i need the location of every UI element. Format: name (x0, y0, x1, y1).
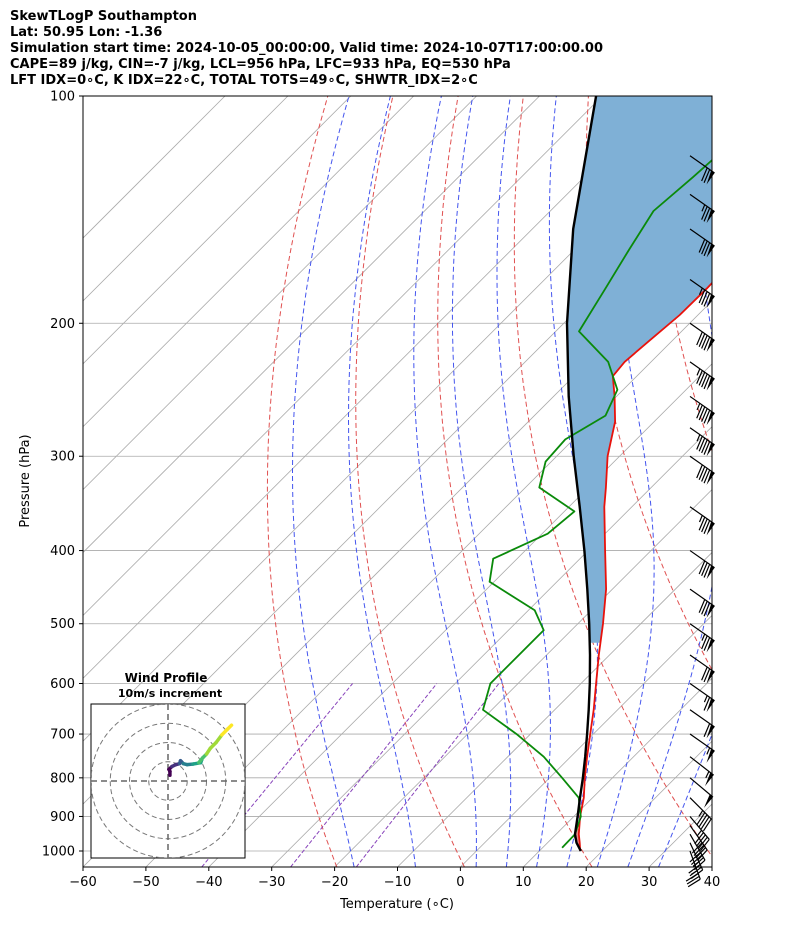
wind-barb (689, 777, 714, 808)
wind-barb (689, 654, 715, 684)
y-tick-label: 600 (50, 677, 75, 692)
moist-adiabat (658, 732, 712, 867)
hodograph-title: Wind Profile (125, 671, 208, 685)
dry-adiabat (437, 96, 593, 867)
dry-adiabat (784, 96, 794, 867)
isotherm-line (145, 300, 712, 867)
hodograph-subtitle: 10m/s increment (118, 687, 222, 700)
chart-title-line-2: Lat: 50.95 Lon: -1.36 (10, 25, 163, 40)
cape-cin-fills (567, 96, 712, 851)
isotherm-line (523, 677, 712, 867)
hodograph-segment (225, 723, 234, 731)
y-tick-label: 500 (50, 617, 75, 632)
x-axis-ticks: −60 −50 −40 −30 −20 −10 0 10 20 30 40 (69, 867, 720, 890)
y-tick-label: 700 (50, 728, 75, 743)
parcel-line (565, 96, 598, 852)
x-tick-label: 30 (641, 875, 658, 890)
y-tick-label: 300 (50, 450, 75, 465)
y-tick-label: 900 (50, 810, 75, 825)
cape-region (567, 96, 712, 643)
moist-adiabat (627, 96, 712, 867)
x-tick-label: −10 (384, 875, 411, 890)
moist-adiabat (496, 96, 551, 867)
wind-barb (689, 756, 715, 787)
wind-barb (689, 455, 715, 485)
chart-title-line-4: CAPE=89 j/kg, CIN=-7 j/kg, LCL=956 hPa, … (10, 57, 511, 72)
wind-barb (689, 193, 715, 224)
x-tick-label: −20 (321, 875, 348, 890)
y-tick-label: 1000 (42, 845, 75, 860)
dewpoint-line (482, 158, 712, 849)
moist-adiabat (596, 96, 655, 867)
moist-adiabat (413, 96, 477, 867)
chart-title-line-1: SkewTLogP Southampton (10, 9, 197, 24)
wind-barb (689, 322, 715, 352)
wind-barb (689, 816, 710, 852)
y-tick-label: 200 (50, 317, 75, 332)
isotherm-line (83, 96, 477, 491)
mixing-ratio-line (290, 683, 438, 867)
moist-adiabat (348, 96, 416, 867)
x-axis-label: Temperature (∘C) (339, 897, 454, 912)
hodograph-ring (148, 761, 188, 801)
wind-barb (689, 279, 715, 309)
wind-barb (689, 506, 715, 536)
x-tick-label: −30 (258, 875, 285, 890)
x-tick-label: 10 (515, 875, 532, 890)
wind-barb (689, 395, 715, 426)
x-tick-label: 40 (704, 875, 721, 890)
wind-barb (689, 797, 712, 832)
x-tick-label: −40 (195, 875, 222, 890)
y-tick-label: 400 (50, 544, 75, 559)
wind-barb (689, 588, 715, 618)
isotherm-line (83, 96, 540, 554)
isotherm-line (83, 96, 289, 302)
isotherm-line (397, 551, 712, 867)
isotherm-line (83, 96, 666, 679)
x-tick-label: −60 (69, 875, 96, 890)
y-axis-ticks: 1000 900 800 700 600 500 400 300 200 100 (42, 90, 83, 860)
wind-barb (689, 709, 715, 739)
hodograph-inset: Wind Profile 10m/s increment (90, 671, 246, 859)
dry-adiabat (513, 96, 712, 858)
wind-barb (689, 228, 715, 258)
dry-adiabat (355, 96, 465, 867)
wind-barb (689, 733, 715, 763)
chart-title-line-3: Simulation start time: 2024-10-05_00:00:… (10, 41, 603, 56)
isotherm-line (83, 96, 226, 239)
wind-barbs (685, 155, 715, 888)
dry-adiabat (266, 96, 338, 867)
isotherm-line (83, 96, 352, 365)
x-tick-label: 20 (578, 875, 595, 890)
moist-adiabat (451, 96, 512, 867)
dry-adiabat (719, 96, 794, 867)
isotherm-line (711, 866, 712, 867)
wind-barb (689, 550, 715, 580)
isotherm-line (334, 489, 712, 867)
y-tick-label: 100 (50, 90, 75, 105)
x-tick-label: 0 (456, 875, 464, 890)
x-tick-label: −50 (132, 875, 159, 890)
y-axis-label: Pressure (hPa) (18, 434, 33, 527)
temperature-line (577, 281, 712, 852)
wind-barb (689, 361, 715, 391)
isotherm-line (271, 426, 712, 867)
moist-adiabat (292, 96, 355, 867)
isotherm-line (83, 96, 414, 428)
wind-barb (689, 427, 715, 457)
profiles (482, 96, 712, 852)
mixing-ratio-line (355, 683, 500, 867)
wind-barb (689, 623, 715, 653)
isotherm-line (83, 96, 603, 616)
chart-title-line-5: LFT IDX=0∘C, K IDX=22∘C, TOTAL TOTS=49∘C… (10, 73, 478, 88)
wind-barb (689, 683, 715, 713)
y-tick-label: 800 (50, 771, 75, 786)
wind-barb (689, 155, 715, 185)
